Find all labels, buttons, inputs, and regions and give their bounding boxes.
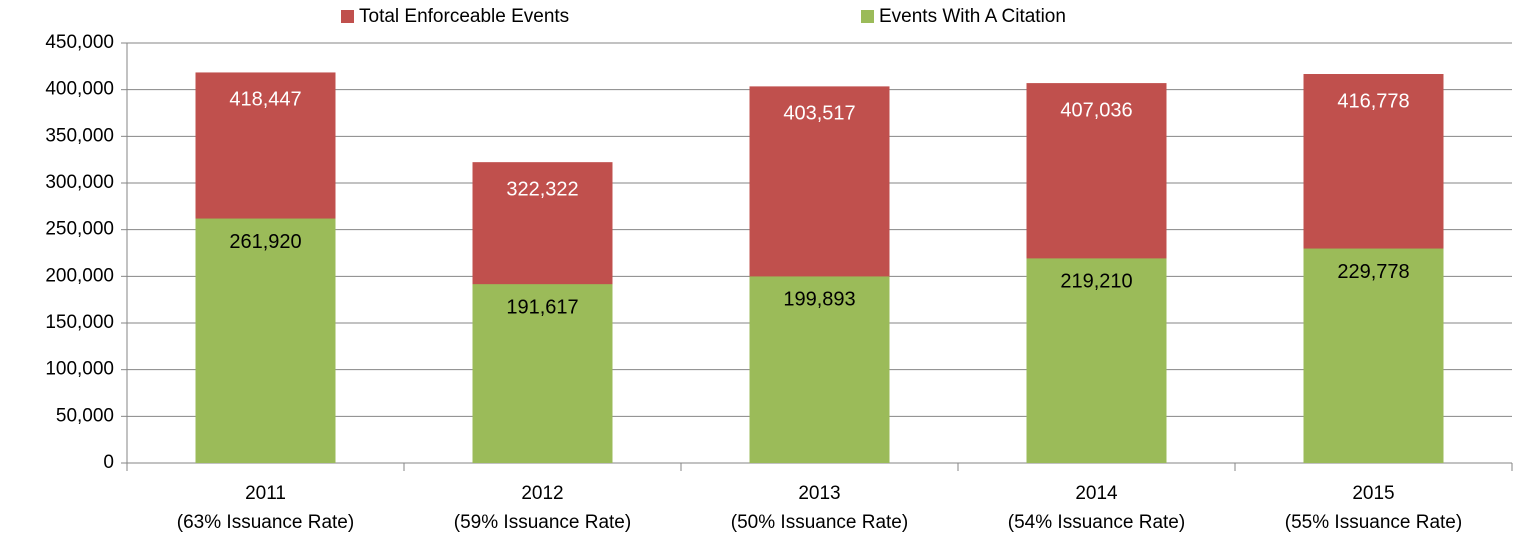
y-tick-label: 450,000 [45, 32, 114, 53]
y-tick-label: 250,000 [45, 219, 114, 240]
data-label: 416,778 [1337, 90, 1409, 112]
legend-swatch [861, 10, 874, 23]
x-tick-label: (54% Issuance Rate) [1008, 512, 1185, 533]
bar [749, 276, 890, 463]
data-label: 191,617 [506, 296, 578, 318]
x-tick-label: 2012 [521, 483, 563, 504]
data-label: 199,893 [783, 289, 855, 311]
x-tick-label: (50% Issuance Rate) [731, 512, 908, 533]
x-tick-label: (63% Issuance Rate) [177, 512, 354, 533]
data-label: 403,517 [783, 103, 855, 125]
data-label: 219,210 [1060, 271, 1132, 293]
y-tick-label: 200,000 [45, 265, 114, 286]
y-tick-label: 50,000 [56, 405, 114, 426]
x-tick-label: 2014 [1075, 483, 1118, 504]
bar [1026, 258, 1167, 463]
legend-label: Events With A Citation [879, 6, 1066, 27]
data-label: 261,920 [229, 231, 301, 253]
y-tick-label: 300,000 [45, 172, 114, 193]
bar [1303, 248, 1444, 463]
x-tick-label: 2011 [245, 483, 286, 504]
y-tick-label: 350,000 [45, 125, 114, 146]
data-label: 407,036 [1060, 99, 1132, 121]
x-tick-label: 2013 [798, 483, 840, 504]
legend-label: Total Enforceable Events [359, 6, 569, 27]
legend-swatch [341, 10, 354, 23]
data-label: 322,322 [506, 178, 578, 200]
data-label: 418,447 [229, 89, 301, 111]
x-tick-label: (55% Issuance Rate) [1285, 512, 1462, 533]
x-tick-label: 2015 [1352, 483, 1394, 504]
bar [195, 218, 336, 463]
bar [472, 284, 613, 463]
data-label: 229,778 [1337, 261, 1409, 283]
y-tick-label: 400,000 [45, 79, 114, 100]
y-tick-label: 0 [103, 452, 114, 473]
x-tick-label: (59% Issuance Rate) [454, 512, 631, 533]
y-tick-label: 150,000 [45, 312, 114, 333]
y-tick-label: 100,000 [45, 359, 114, 380]
